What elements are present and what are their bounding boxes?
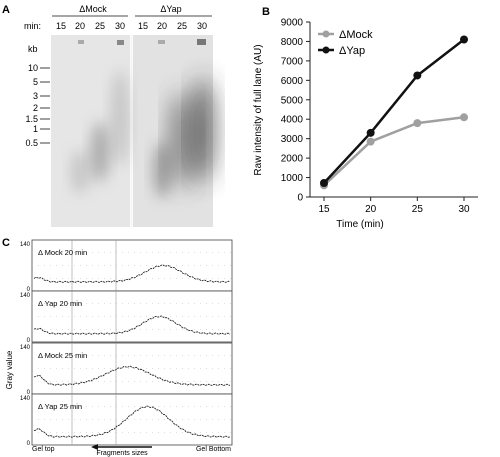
profile-curve [33,315,231,335]
marker-label: 2 [33,103,38,113]
x-tick-label: 30 [458,204,470,215]
smear-yap-25 [170,92,194,188]
panel-c-letter: C [2,237,10,249]
series-line-0 [323,116,465,187]
profile-ymax: 140 [20,242,31,248]
lane-label: 15 [56,21,66,31]
marker-label: 10 [28,63,38,73]
smear-yap-20 [153,142,171,198]
profile-curve [33,365,231,386]
y-tick-label: 9000 [281,18,304,29]
marker-label: 0.5 [25,138,38,148]
panel-b: B 0 1000 2000 3000 4000 5000 6000 7000 8000 9000 … [253,6,478,230]
kb-label: kb [28,44,38,54]
data-point [366,137,375,146]
fragment-sizes-label: Fragments sizes [96,450,148,457]
y-tick-label: 8000 [281,37,304,48]
gel-image [51,35,214,227]
marker-label: 5 [33,77,38,87]
y-tick-label: 5000 [281,95,304,106]
data-point [413,71,422,80]
profile-label: Δ Mock 20 min [38,248,87,257]
profile-ymin: 0 [27,441,31,447]
panel-c-ylabel: Gray value [5,350,14,389]
well-mark [197,39,206,45]
data-point [413,119,422,128]
lane-label: 25 [177,21,187,31]
series-line-1 [323,38,465,184]
x-axis-label: Time (min) [336,219,383,230]
data-point [460,35,468,44]
y-tick-label: 3000 [281,134,304,145]
y-tick-label: 0 [297,193,303,204]
y-tick-label: 6000 [281,76,304,87]
legend-marker-yap [322,46,330,54]
profile-curve [33,264,231,283]
profile-plot: Δ Mock 25 min 140 0 [20,342,233,396]
data-point [366,128,375,137]
x-tick-label: 25 [412,204,424,215]
y-tick-label: 2000 [281,154,304,165]
marker-label: 1 [33,124,38,134]
profile-plot: Δ Mock 20 min 140 0 [20,239,233,293]
gel-bottom-label: Gel Bottom [196,446,231,453]
smear-mock-20 [71,150,89,194]
well-mark [158,40,165,44]
y-tick-label: 7000 [281,56,304,67]
y-tick-label: 4000 [281,115,304,126]
lane-label: 25 [95,21,105,31]
profile-ymin: 0 [27,338,31,344]
lane-label: 20 [157,21,167,31]
x-ticks: 15 20 25 30 [318,197,470,215]
group-label-yap: ΔYap [160,4,181,14]
y-axis-label: Raw intensity of full lane (AU) [253,44,264,175]
data-point [460,113,468,122]
x-tick-label: 20 [365,204,377,215]
legend-label-mock: ΔMock [339,29,373,41]
gel-top-label: Gel top [32,446,55,453]
legend-label-yap: ΔYap [339,45,365,57]
y-ticks: 0 1000 2000 3000 4000 5000 6000 7000 8000 9000 [281,18,310,204]
well-mark [78,40,84,44]
lane-label: 30 [115,21,125,31]
size-markers: 10 5 3 2 1.5 1 0.5 [25,63,50,148]
profile-label: Δ Yap 20 min [38,299,82,308]
well-mark [117,40,124,45]
panel-a: A ΔMock ΔYap min: 15 20 25 30 15 20 25 3… [2,4,214,227]
data-point [320,179,328,187]
line-chart: 0 1000 2000 3000 4000 5000 6000 7000 8000 9000 15… [253,18,478,230]
profile-ymax: 140 [20,396,31,402]
legend: ΔMock ΔYap [318,29,373,57]
profile-ymin: 0 [27,287,31,293]
profile-ymax: 140 [20,293,31,299]
x-tick-label: 15 [318,204,330,215]
fragment-arrowhead [91,444,98,450]
marker-label: 1.5 [25,114,38,124]
series-group [320,35,468,190]
group-label-mock: ΔMock [79,4,107,14]
smear-yap-30 [192,78,214,182]
profile-curve [33,405,231,438]
smear-mock-30 [111,70,129,166]
min-label: min: [24,21,41,31]
lane-label: 15 [138,21,148,31]
profile-label: Δ Yap 25 min [38,402,82,411]
lane-label: 30 [197,21,207,31]
lane-label: 20 [75,21,85,31]
y-tick-label: 1000 [281,173,304,184]
profile-label: Δ Mock 25 min [38,351,87,360]
panel-a-letter: A [2,4,10,16]
panel-b-letter: B [262,6,270,18]
profile-ymax: 140 [20,345,31,351]
smear-mock-25 [91,122,109,182]
marker-label: 3 [33,91,38,101]
legend-marker-mock [322,30,330,38]
profile-ymin: 0 [27,390,31,396]
